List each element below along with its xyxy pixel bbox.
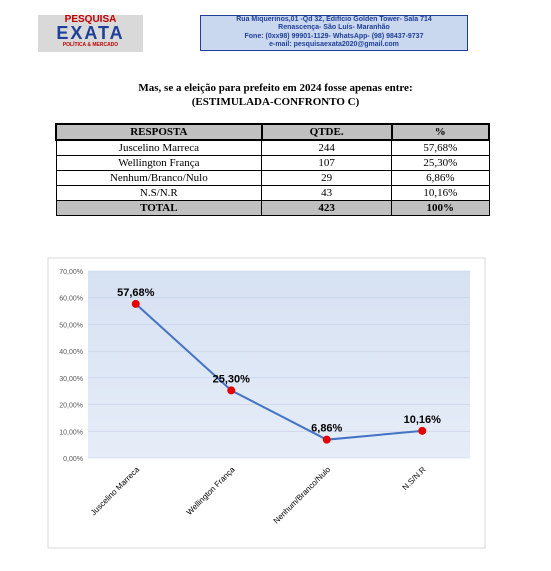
plot-area xyxy=(88,271,470,458)
y-tick-label: 50,00% xyxy=(59,322,83,329)
marker xyxy=(227,386,236,395)
table-cell: 100% xyxy=(391,200,490,216)
marker xyxy=(322,435,331,444)
data-label: 10,16% xyxy=(404,414,442,426)
table-cell: % xyxy=(390,123,491,141)
y-tick-label: 60,00% xyxy=(59,296,83,303)
marker xyxy=(131,299,140,308)
logo-top: PESQUISA xyxy=(64,14,117,25)
table-cell: 423 xyxy=(261,200,393,216)
line xyxy=(135,303,423,441)
table-cell: RESPOSTA xyxy=(55,123,263,141)
table-cell: TOTAL xyxy=(55,200,263,216)
y-tick-label: 20,00% xyxy=(59,403,83,410)
data-label: 25,30% xyxy=(213,373,251,385)
marker xyxy=(418,426,427,435)
question: (ESTIMULADA-CONFRONTO C) xyxy=(191,96,360,108)
logo-main: EXATA xyxy=(56,23,125,43)
table-row: RESPOSTA QTDE.% xyxy=(55,123,491,141)
info-line: Renascença- São Luís- Maranhão xyxy=(278,24,390,32)
contact-box: Rua Miquerinos,01 -Qd 32, Edifício Golde… xyxy=(200,15,468,51)
table-cell: QTDE. xyxy=(260,123,393,141)
y-tick-label: 30,00% xyxy=(59,376,83,383)
results-table: RESPOSTA QTDE.% Juscelino Marreca 244 57,68%… xyxy=(55,123,491,216)
table-row: Juscelino Marreca 244 57,68% xyxy=(55,139,490,156)
table-cell: Nenhum/Branco/Nulo xyxy=(55,170,263,186)
table-row: Nenhum/Branco/Nulo 29 6,86% xyxy=(55,170,490,186)
info-line: e-mail: pesquisaexata2020@gmail.com xyxy=(269,40,399,48)
info-line: Fone: (0xx98) 99901-1129- WhatsApp- (98)… xyxy=(244,32,424,40)
y-tick-label: 0,00% xyxy=(63,456,83,463)
table-row: TOTAL 423 100% xyxy=(55,200,490,216)
y-tick-label: 70,00% xyxy=(59,269,83,276)
data-label: 57,68% xyxy=(117,287,155,299)
logo: PESQUISA EXATA POLÍTICA & MERCADO xyxy=(38,15,143,52)
y-tick-label: 10,00% xyxy=(59,429,83,436)
table-row: N.S/N.R 43 10,16% xyxy=(55,185,490,201)
y-tick-label: 40,00% xyxy=(59,349,83,356)
table-cell: 10,16% xyxy=(391,185,490,201)
question: Mas, se a eleição para prefeito em 2024 … xyxy=(138,82,413,94)
logo-sub: POLÍTICA & MERCADO xyxy=(62,42,119,48)
data-label: 6,86% xyxy=(311,423,342,435)
info-line: Rua Miquerinos,01 -Qd 32, Edifício Golde… xyxy=(236,16,432,23)
